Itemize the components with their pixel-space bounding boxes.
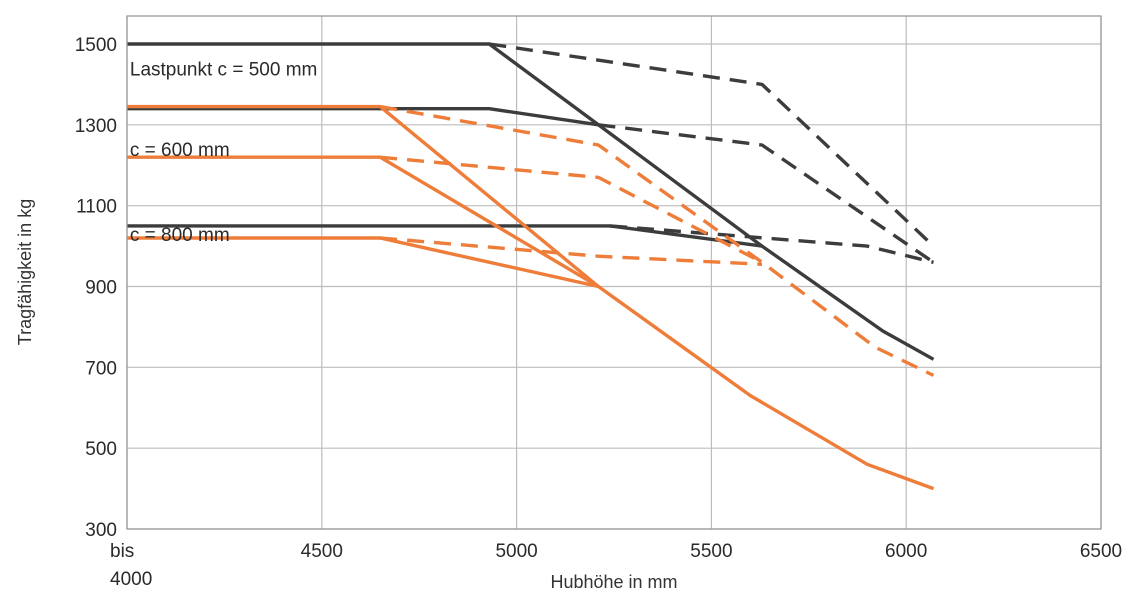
x-axis-title: Hubhöhe in mm (550, 572, 677, 592)
y-tick-label: 1300 (75, 116, 117, 137)
curve-annotation: c = 600 mm (130, 140, 230, 161)
curve-annotations: Lastpunkt c = 500 mm c = 600 mm c = 800 mm (130, 59, 317, 246)
series-lines (127, 42, 935, 491)
curve-annotation: Lastpunkt c = 500 mm (130, 59, 317, 80)
series-line-orange-solid (127, 104, 935, 491)
series-line-orange-dashed (380, 236, 763, 266)
y-tick-label: 1500 (75, 35, 117, 56)
x-tick-label: 4500 (301, 541, 343, 562)
series-line-gray-dashed (598, 123, 935, 264)
y-tick-label: 300 (85, 520, 117, 541)
series-line-orange-dashed (379, 104, 935, 377)
series-line-gray-dashed (609, 224, 934, 264)
x-tick-label: 5500 (690, 541, 732, 562)
series-line-gray-solid (127, 106, 599, 127)
series-line-gray-dashed (489, 42, 935, 248)
series-line-orange-solid (127, 155, 600, 288)
y-tick-label: 900 (85, 278, 117, 299)
y-axis-title: Tragfähigkeit in kg (15, 199, 35, 345)
series-line-gray-solid (127, 42, 935, 361)
series-line-orange-dashed (380, 155, 763, 264)
x-tick-label-line2: 4000 (110, 569, 152, 590)
x-tick-label: 6000 (885, 541, 927, 562)
plot-border (126, 15, 1102, 530)
y-tick-label: 500 (85, 439, 117, 460)
curve-annotation: c = 800 mm (130, 225, 230, 246)
x-tick-label: 6500 (1080, 541, 1122, 562)
x-tick-label: bis (110, 541, 134, 562)
plot-frame (126, 15, 1102, 530)
y-tick-labels: 300 500 700 900 1100 1300 1500 (75, 35, 117, 541)
grid (126, 16, 1102, 530)
x-tick-label: 5000 (495, 541, 537, 562)
y-tick-label: 700 (85, 358, 117, 379)
y-tick-label: 1100 (76, 197, 117, 218)
x-tick-labels: bis 4000 4500 5000 5500 6000 6500 (110, 541, 1122, 590)
